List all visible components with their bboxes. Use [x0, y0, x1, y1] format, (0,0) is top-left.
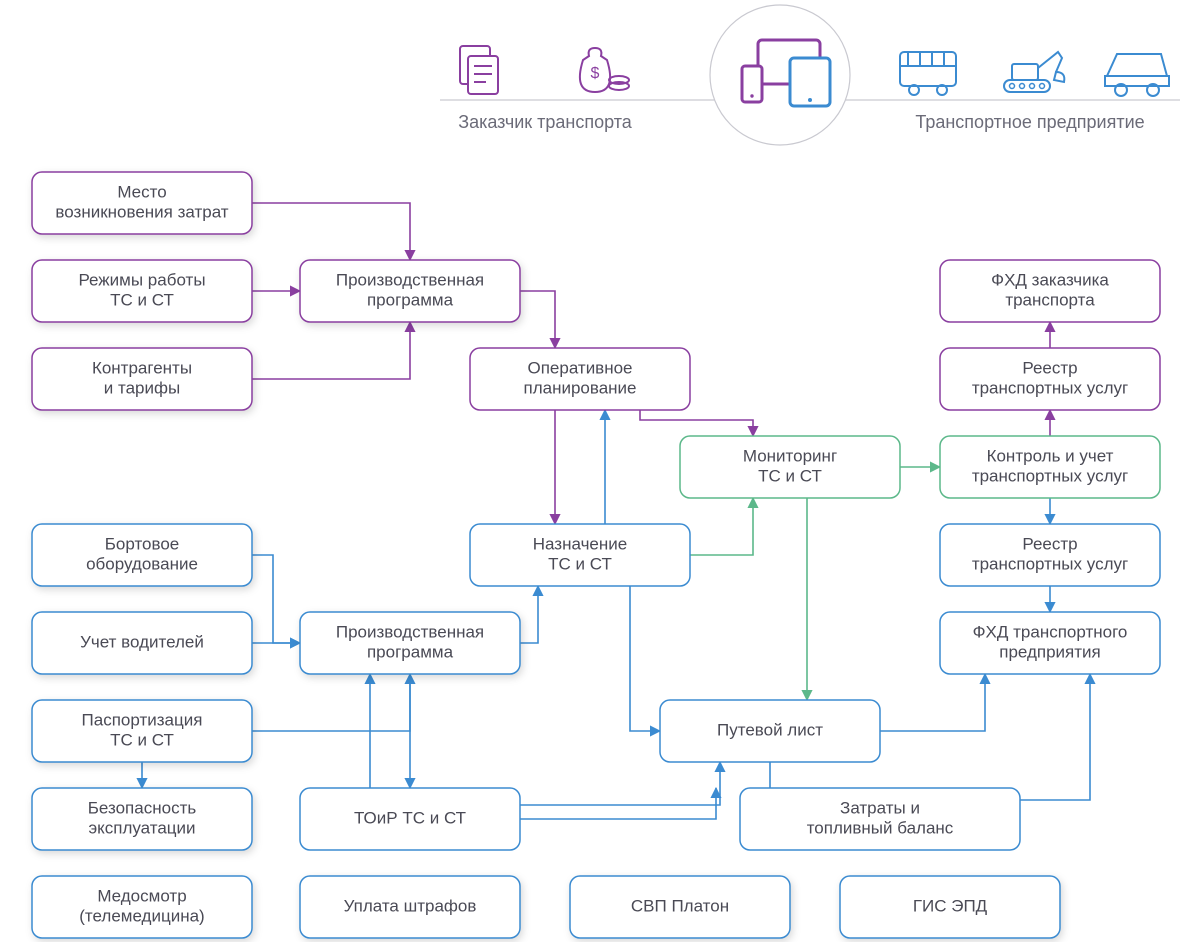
node-n21: Затраты итопливный баланс	[740, 788, 1020, 850]
node-n22: Уплата штрафов	[300, 876, 520, 938]
edge-n12-n20	[630, 586, 660, 731]
node-label: топливный баланс	[807, 818, 954, 837]
node-label: Бортовое	[105, 534, 180, 553]
node-label: оборудование	[86, 554, 198, 573]
node-n9: Контроль и учеттранспортных услуг	[940, 436, 1160, 498]
node-label: предприятия	[999, 642, 1101, 661]
edge-n20-n11	[880, 674, 985, 731]
node-label: Место	[117, 182, 166, 201]
node-label: Назначение	[533, 534, 627, 553]
node-label: программа	[367, 642, 454, 661]
node-n20: Путевой лист	[660, 700, 880, 762]
node-label: Контроль и учет	[987, 446, 1114, 465]
edge-n19-n20	[520, 762, 720, 805]
node-n16: Безопасностьэксплуатации	[32, 788, 252, 850]
node-label: транспортных услуг	[972, 378, 1128, 397]
nodes-layer: Местовозникновения затратРежимы работыТС…	[32, 172, 1160, 938]
node-label: Режимы работы	[78, 270, 205, 289]
node-n18: Производственнаяпрограмма	[300, 612, 520, 674]
node-label: Затраты и	[840, 798, 920, 817]
edge-n4-n5	[520, 291, 555, 348]
node-label: СВП Платон	[631, 896, 729, 915]
node-n23: СВП Платон	[570, 876, 790, 938]
node-n11: ФХД транспортногопредприятия	[940, 612, 1160, 674]
node-n6: МониторингТС и СТ	[680, 436, 900, 498]
node-n3: Контрагентыи тарифы	[32, 348, 252, 410]
node-label: Контрагенты	[92, 358, 192, 377]
node-n13: Бортовоеоборудование	[32, 524, 252, 586]
node-label: Производственная	[336, 270, 484, 289]
node-label: и тарифы	[104, 378, 180, 397]
node-label: Безопасность	[88, 798, 197, 817]
node-label: Путевой лист	[717, 720, 823, 739]
diagram-canvas: $ Заказчик транспорта Транспортное предп…	[0, 0, 1200, 942]
node-n19: ТОиР ТС и СТ	[300, 788, 520, 850]
edge-n21-n11	[1020, 674, 1090, 800]
node-label: программа	[367, 290, 454, 309]
node-n8: Реестртранспортных услуг	[940, 348, 1160, 410]
svg-text:$: $	[591, 65, 600, 82]
documents-icon	[460, 46, 498, 94]
node-label: ТОиР ТС и СТ	[354, 808, 466, 827]
node-n2: Режимы работыТС и СТ	[32, 260, 252, 322]
excavator-icon	[1004, 52, 1064, 92]
node-n10: Реестртранспортных услуг	[940, 524, 1160, 586]
node-n7: ФХД заказчикатранспорта	[940, 260, 1160, 322]
node-label: Реестр	[1022, 358, 1077, 377]
node-label: транспорта	[1005, 290, 1095, 309]
edge-n18-n12	[520, 586, 538, 643]
header-right-label: Транспортное предприятие	[915, 112, 1144, 132]
edge-n5-n6	[640, 410, 753, 436]
node-label: транспортных услуг	[972, 466, 1128, 485]
node-label: Уплата штрафов	[344, 896, 477, 915]
node-n24: ГИС ЭПД	[840, 876, 1060, 938]
node-label: Производственная	[336, 622, 484, 641]
node-label: ФХД транспортного	[973, 622, 1128, 641]
node-label: транспортных услуг	[972, 554, 1128, 573]
bus-icon	[900, 52, 956, 95]
dump-truck-icon	[1105, 54, 1169, 96]
node-n4: Производственнаяпрограмма	[300, 260, 520, 322]
edge-n3-n4	[252, 322, 410, 379]
node-label: возникновения затрат	[55, 202, 228, 221]
edge-n15-n18	[252, 674, 410, 731]
money-bag-icon: $	[580, 48, 629, 92]
node-label: Мониторинг	[743, 446, 837, 465]
node-label: эксплуатации	[88, 818, 195, 837]
node-label: Реестр	[1022, 534, 1077, 553]
node-label: (телемедицина)	[79, 906, 204, 925]
node-label: ТС и СТ	[110, 730, 174, 749]
node-label: ТС и СТ	[110, 290, 174, 309]
node-n5: Оперативноепланирование	[470, 348, 690, 410]
node-label: ГИС ЭПД	[913, 896, 988, 915]
node-label: Паспортизация	[82, 710, 203, 729]
node-label: ТС и СТ	[758, 466, 822, 485]
node-label: ТС и СТ	[548, 554, 612, 573]
edge-n19-n21	[520, 788, 716, 819]
node-label: Оперативное	[527, 358, 632, 377]
node-label: Медосмотр	[97, 886, 186, 905]
node-n1: Местовозникновения затрат	[32, 172, 252, 234]
node-n12: НазначениеТС и СТ	[470, 524, 690, 586]
node-label: Учет водителей	[80, 632, 204, 651]
node-n17: Медосмотр(телемедицина)	[32, 876, 252, 938]
edge-n12-n6	[690, 498, 753, 555]
edge-n1-n4	[252, 203, 410, 260]
node-n15: ПаспортизацияТС и СТ	[32, 700, 252, 762]
node-label: планирование	[523, 378, 636, 397]
header-left-label: Заказчик транспорта	[458, 112, 633, 132]
node-n14: Учет водителей	[32, 612, 252, 674]
edge-n13-n18	[252, 555, 300, 643]
node-label: ФХД заказчика	[991, 270, 1109, 289]
